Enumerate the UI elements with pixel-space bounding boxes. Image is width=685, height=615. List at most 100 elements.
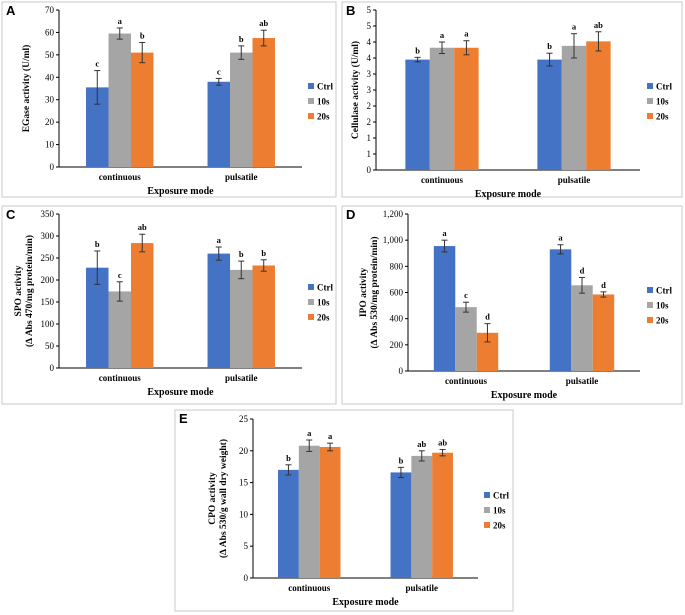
y-tick-label: 15 [239, 478, 249, 488]
chart-panel-e: E 0 5 10 15 20 25 b a a continuous b ab ab pulsatile Ex… [174, 409, 514, 612]
legend-swatch-10s [308, 299, 314, 305]
legend-label: Ctrl [656, 286, 672, 296]
legend-label: 20s [317, 313, 330, 323]
significance-label: d [601, 280, 606, 290]
x-axis-title: Exposure mode [332, 597, 399, 608]
bar-ctrl [537, 59, 562, 170]
bar-20s [130, 52, 154, 167]
bar-ctrl [390, 472, 412, 578]
y-tick-label: 4 [367, 53, 372, 63]
y-tick-label: 5 [367, 21, 372, 31]
x-axis-title: Exposure mode [491, 390, 558, 401]
bar-20s [592, 294, 615, 371]
legend-swatch-10s [308, 98, 314, 104]
y-tick-label: 600 [390, 288, 404, 298]
significance-label: b [415, 45, 420, 55]
significance-label: c [95, 59, 99, 69]
significance-label: b [547, 41, 552, 51]
bar-ctrl [207, 253, 231, 368]
bar-10s [230, 52, 253, 167]
bar-20s [252, 38, 275, 168]
legend-label: 10s [317, 97, 330, 107]
bar-10s [561, 45, 587, 171]
x-axis-title: Exposure mode [475, 189, 542, 200]
x-category-label: pulsatile [225, 373, 258, 383]
significance-label: d [485, 312, 490, 322]
panel-letter: C [6, 207, 16, 222]
chart-panel-a: A010203040506070cabcontinuouscbabpulsati… [1, 1, 337, 198]
x-category-label: continuous [288, 583, 331, 593]
y-tick-label: 5 [244, 541, 249, 551]
y-axis-title: (∆ Abs 530/g wall dry weight) [218, 439, 229, 558]
y-tick-label: 20 [239, 446, 249, 456]
significance-label: ab [259, 18, 268, 28]
y-axis-title: EGase activity (U/ml) [21, 45, 32, 133]
bar-ctrl [405, 59, 430, 170]
y-tick-label: 1,000 [383, 235, 404, 245]
y-tick-label: 400 [390, 314, 404, 324]
significance-label: a [328, 431, 333, 441]
y-tick-label: 70 [45, 5, 55, 15]
y-tick-label: 4 [367, 37, 372, 47]
legend-swatch-10s [647, 98, 653, 104]
x-axis-title: Exposure mode [147, 186, 214, 197]
significance-label: b [95, 239, 100, 249]
legend-label: Ctrl [317, 82, 333, 92]
y-axis-title: (∆ Abs 470/mg protein/min) [24, 235, 35, 347]
x-category-label: continuous [99, 373, 142, 383]
bar-20s [476, 332, 499, 371]
bar-20s [586, 41, 611, 170]
bar-ctrl [433, 246, 456, 371]
y-axis-title: IPO activity [359, 268, 369, 318]
x-category-label: continuous [421, 175, 464, 185]
x-category-label: pulsatile [558, 175, 591, 185]
significance-label: b [261, 248, 266, 258]
y-tick-label: 60 [45, 27, 55, 37]
bar-20s [319, 446, 341, 578]
y-tick-label: 250 [41, 253, 55, 263]
legend-swatch-20s [647, 317, 653, 323]
significance-label: a [558, 233, 563, 243]
legend-swatch-20s [308, 113, 314, 119]
legend-swatch-20s [308, 314, 314, 320]
y-tick-label: 50 [45, 50, 55, 60]
y-tick-label: 0 [244, 573, 249, 583]
y-tick-label: 100 [41, 319, 55, 329]
y-tick-label: 800 [390, 261, 404, 271]
bar-10s [230, 269, 253, 368]
y-tick-label: 25 [239, 414, 249, 424]
bar-10s [108, 33, 131, 167]
legend-label: 10s [656, 301, 669, 311]
y-tick-label: 0 [50, 363, 55, 373]
y-tick-label: 10 [45, 140, 55, 150]
y-tick-label: 0 [399, 366, 404, 376]
legend-label: 20s [317, 112, 330, 122]
y-axis-title: (∆ Abs 530/mg protein/min) [369, 237, 380, 349]
significance-label: c [217, 66, 221, 76]
y-tick-label: 3 [367, 69, 372, 79]
y-tick-label: 0 [367, 165, 372, 175]
panel-letter: A [6, 3, 16, 18]
y-tick-label: 0 [50, 162, 55, 172]
legend-swatch-ctrl [647, 287, 653, 293]
significance-label: b [399, 455, 404, 465]
significance-label: a [217, 235, 222, 245]
x-category-label: pulsatile [405, 583, 438, 593]
legend-swatch-ctrl [308, 83, 314, 89]
legend-swatch-ctrl [647, 83, 653, 89]
y-axis-title: CPO activity [208, 472, 218, 525]
bar-ctrl [86, 87, 109, 167]
significance-label: b [286, 453, 291, 463]
bar-10s [411, 455, 433, 578]
significance-label: ab [138, 222, 147, 232]
significance-label: a [307, 428, 312, 438]
significance-label: b [140, 31, 145, 41]
legend-label: 20s [656, 316, 669, 326]
panel-frame [341, 1, 683, 198]
panel-letter: D [346, 207, 355, 222]
x-category-label: pulsatile [566, 376, 599, 386]
significance-label: a [572, 22, 577, 32]
y-tick-label: 350 [41, 209, 55, 219]
